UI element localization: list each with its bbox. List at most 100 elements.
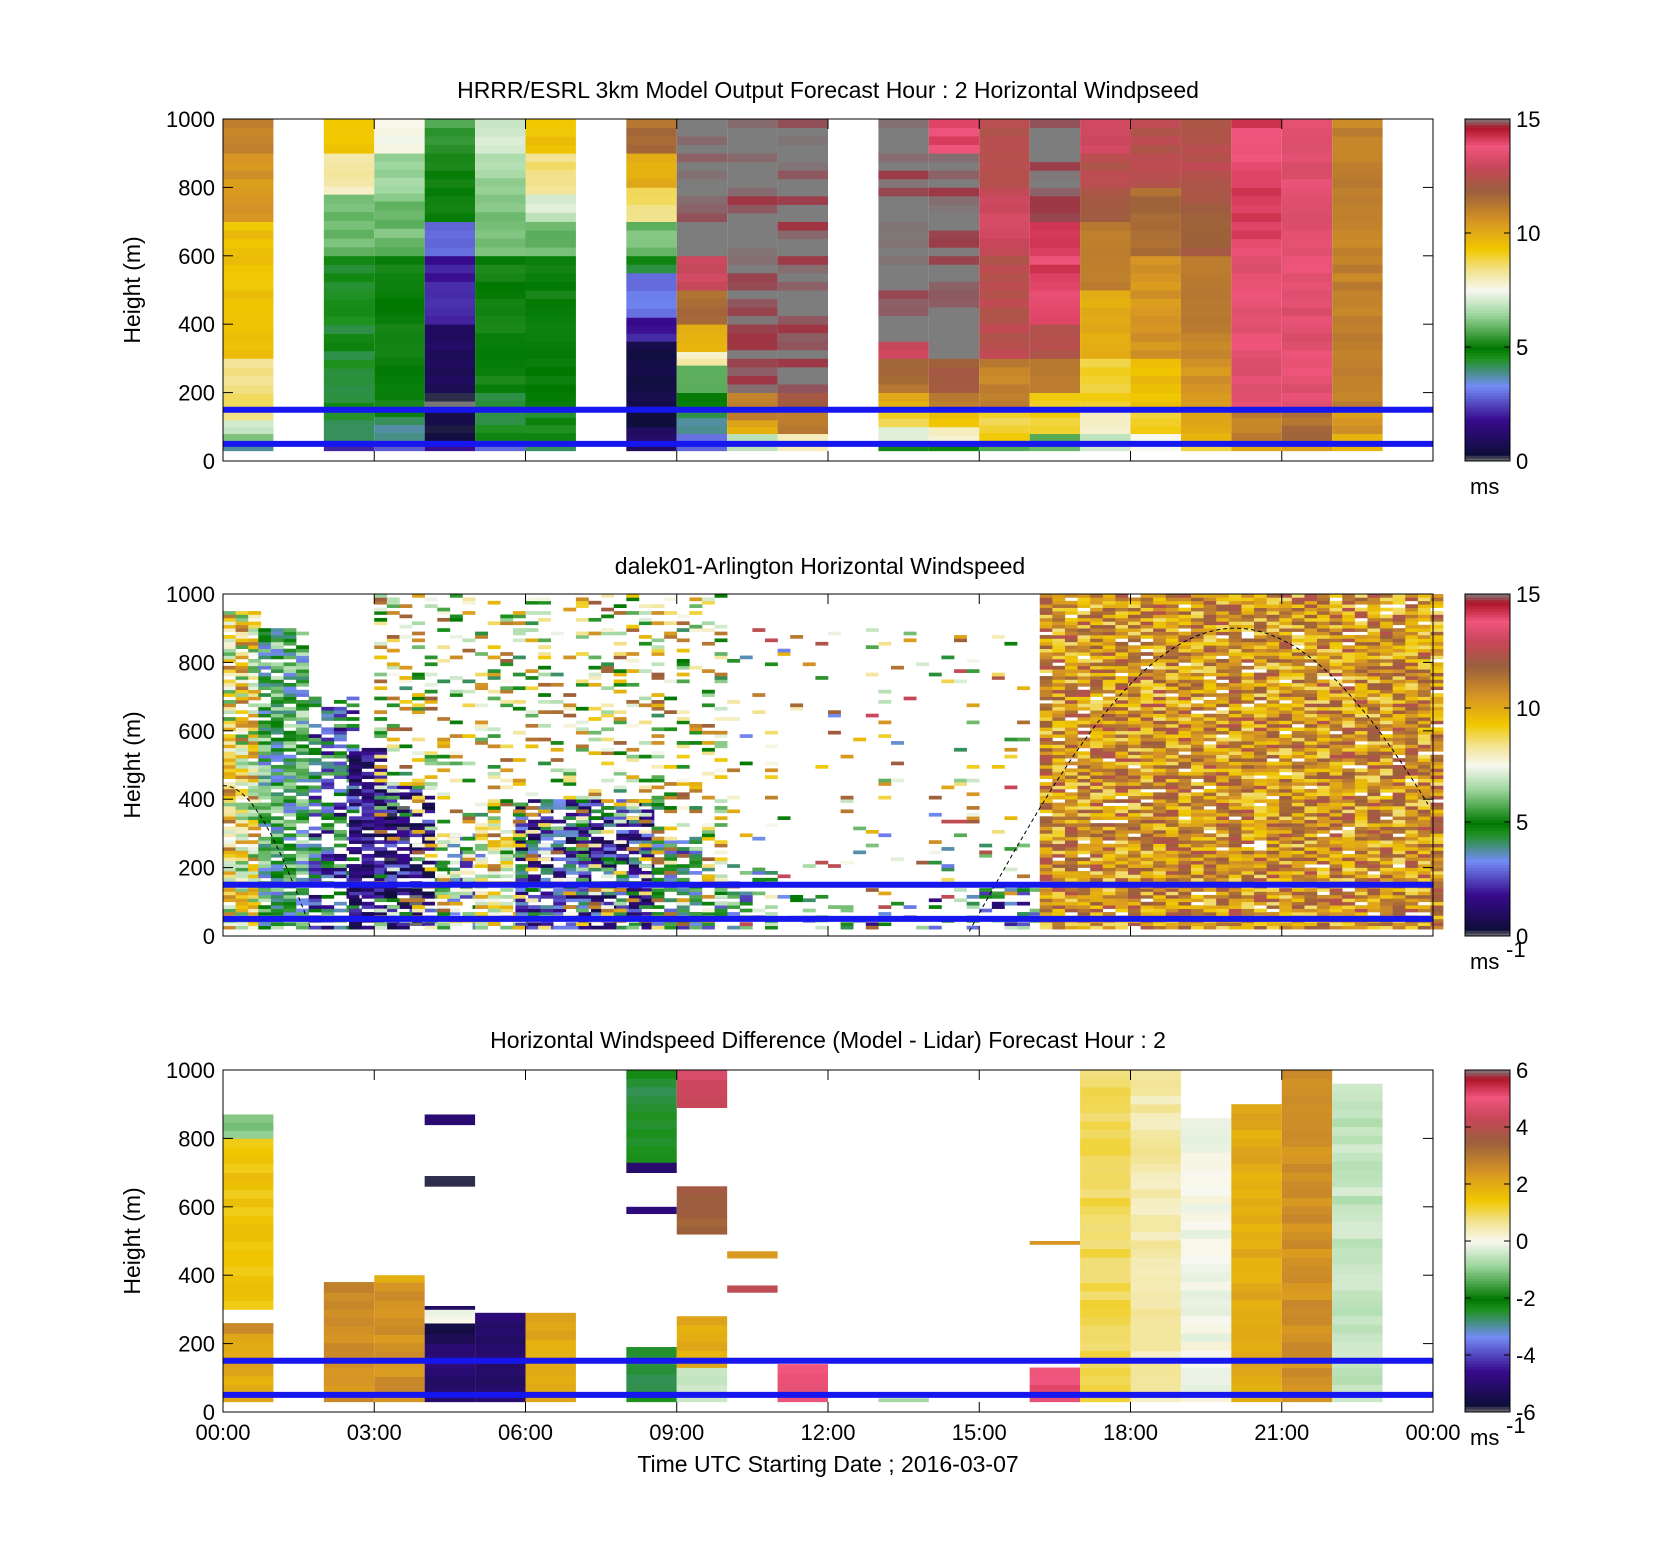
heatmap-cell [296,669,310,673]
heatmap-cell [1342,624,1356,629]
heatmap-cell [878,161,929,171]
heatmap-cell [1052,874,1066,879]
heatmap-cell [1052,672,1066,677]
heatmap-cell [235,669,249,673]
heatmap-cell [528,860,541,865]
heatmap-cell [235,686,249,691]
heatmap-cell [248,645,262,650]
heatmap-cell [475,843,488,848]
heatmap-cell [1165,788,1179,793]
heatmap-cell [1052,908,1066,913]
heatmap-cell [1140,836,1154,841]
heatmap-cell [1077,611,1091,615]
heatmap-cell [1342,727,1356,732]
heatmap-cell [1317,607,1330,612]
heatmap-cell [1266,624,1280,629]
colorbar-step [1465,446,1510,451]
heatmap-cell [1317,635,1330,639]
heatmap-cell [1291,829,1305,834]
heatmap-cell [641,898,655,903]
heatmap-cell [1354,747,1368,752]
heatmap-cell [1329,864,1343,868]
heatmap-cell [475,144,526,154]
heatmap-cell [1354,761,1368,766]
heatmap-cell [1216,802,1230,807]
heatmap-cell [1102,871,1116,875]
heatmap-cell [308,901,322,906]
heatmap-cell [1231,195,1282,205]
heatmap-cell [1216,874,1230,879]
heatmap-cell [979,255,1030,265]
heatmap-cell [1191,765,1204,769]
heatmap-cell [928,426,980,436]
heatmap-cell [1039,706,1053,711]
heatmap-cell [1077,823,1091,827]
heatmap-cell [1127,741,1141,745]
heatmap-cell [1332,425,1383,435]
heatmap-cell [424,204,476,214]
heatmap-cell [1140,604,1154,608]
heatmap-cell [1165,857,1179,862]
heatmap-cell [626,238,677,248]
heatmap-cell [528,925,541,930]
heatmap-cell [1203,843,1217,848]
heatmap-cell [308,925,322,930]
heatmap-cell [1090,645,1104,650]
heatmap-cell [1317,700,1330,704]
heatmap-cell [475,424,526,433]
heatmap-cell [1165,912,1179,916]
heatmap-cell [1304,840,1318,844]
heatmap-cell [1115,594,1129,598]
heatmap-cell [374,819,388,824]
heatmap-cell [1165,710,1179,714]
heatmap-cell [270,894,284,899]
heatmap-cell [1216,806,1230,810]
heatmap-cell [525,230,576,240]
heatmap-cell [235,614,249,619]
colorbar-step [1465,195,1510,200]
heatmap-cell [1178,908,1192,913]
heatmap-cell [283,758,297,762]
heatmap-cell [1329,727,1343,732]
heatmap-cell [1178,850,1192,855]
heatmap-cell [1140,765,1154,769]
heatmap-cell [1317,662,1330,667]
colorbar-step [1465,295,1510,300]
heatmap-cell [223,788,236,793]
colorbar-step [1465,452,1510,456]
heatmap-cell [235,847,249,851]
heatmap-cell [1064,686,1078,691]
heatmap-cell [1115,710,1129,714]
heatmap-cell [1153,655,1167,660]
y-axis-label: Height (m) [119,236,145,343]
heatmap-cell [1064,768,1078,773]
heatmap-cell [1354,806,1368,810]
heatmap-cell [1279,696,1293,701]
heatmap-cell [1127,912,1141,916]
heatmap-cell [248,751,262,756]
heatmap-cell [1241,723,1255,728]
heatmap-cell [1342,665,1356,670]
heatmap-cell [1052,734,1066,738]
heatmap-cell [296,891,310,896]
heatmap-cell [500,867,514,872]
heatmap-cell [1191,847,1204,851]
heatmap-cell [270,908,284,913]
heatmap-cell [616,874,630,879]
heatmap-cell [626,247,677,257]
heatmap-cell [628,860,642,865]
heatmap-cell [1178,703,1192,708]
heatmap-cell [1115,888,1129,892]
heatmap-cell [1281,178,1333,188]
heatmap-cell [1077,871,1091,875]
heatmap-cell [1342,662,1356,667]
heatmap-cell [528,847,541,851]
heatmap-cell [1130,255,1181,265]
heatmap-cell [1165,604,1179,608]
heatmap-cell [1304,600,1318,605]
heatmap-cell [1039,819,1053,824]
heatmap-cell [1354,696,1368,701]
heatmap-cell [409,888,423,892]
heatmap-cell [1127,860,1141,865]
heatmap-cell [1342,874,1356,879]
